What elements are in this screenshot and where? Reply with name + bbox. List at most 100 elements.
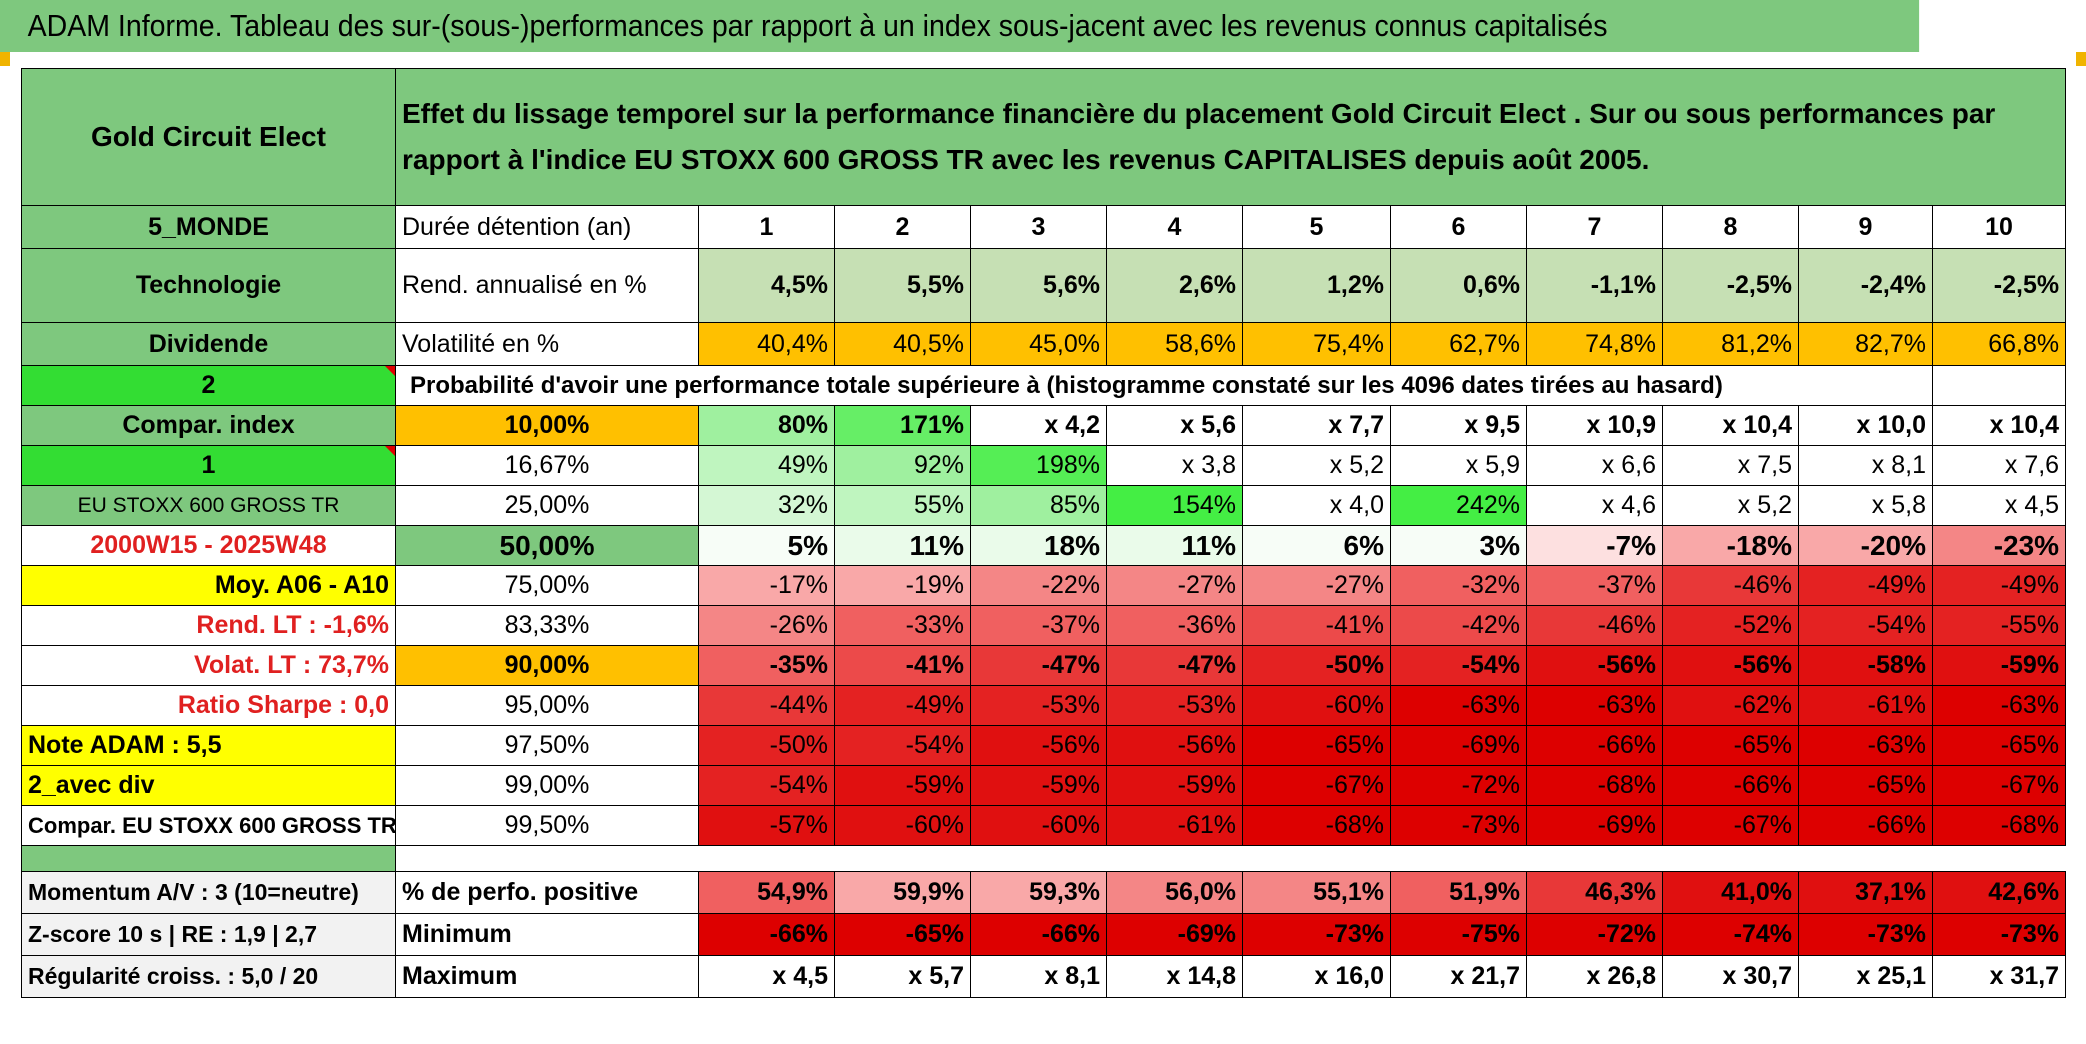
stats-cell: -69%: [1106, 913, 1243, 956]
percentile-label: 90,00%: [395, 645, 699, 686]
stats-cell: -73%: [1242, 913, 1391, 956]
volatility-label: Volatilité en %: [395, 322, 699, 366]
percentile-label: 99,00%: [395, 765, 699, 806]
left-label-one[interactable]: 1: [21, 445, 396, 486]
duration-label: Durée détention (an): [395, 205, 699, 249]
stats-cell: x 30,7: [1662, 955, 1799, 998]
percentile-cell: -68%: [1242, 805, 1391, 846]
percentile-cell: -55%: [1931, 605, 2067, 646]
left-label-index-name: EU STOXX 600 GROSS TR: [21, 485, 396, 526]
header-description: Effet du lissage temporel sur la perform…: [394, 68, 2067, 206]
percentile-cell: -56%: [1526, 645, 1663, 686]
volatility-cell: 40,4%: [698, 322, 835, 366]
percentile-cell: -66%: [1662, 765, 1799, 806]
percentile-cell: -18%: [1662, 525, 1799, 566]
percentile-cell: x 9,5: [1390, 405, 1527, 446]
return-label: Rend. annualisé en %: [395, 248, 699, 323]
percentile-cell: -54%: [698, 765, 835, 806]
percentile-cell: -54%: [1390, 645, 1527, 686]
percentile-cell: -53%: [1106, 685, 1243, 726]
percentile-cell: -61%: [1106, 805, 1243, 846]
percentile-label: 75,00%: [395, 565, 699, 606]
stats-cell: 46,3%: [1526, 871, 1663, 914]
year-cell: 5: [1242, 205, 1391, 249]
stats-cell: -65%: [834, 913, 971, 956]
volatility-cell: 62,7%: [1390, 322, 1527, 366]
percentile-row: EU STOXX 600 GROSS TR 25,00% 32% 55% 85% 154%…: [21, 485, 2067, 526]
percentile-cell: x 4,5: [1931, 485, 2067, 526]
year-cell: 6: [1390, 205, 1527, 249]
percentile-cell: -36%: [1106, 605, 1243, 646]
return-cell: 2,6%: [1106, 248, 1243, 323]
percentile-cell: -54%: [834, 725, 971, 766]
percentile-cell: x 7,5: [1662, 445, 1799, 486]
percentile-cell: x 10,0: [1798, 405, 1933, 446]
return-cell: 5,5%: [834, 248, 971, 323]
percentile-cell: x 5,6: [1106, 405, 1243, 446]
empty-cell: [1931, 365, 2067, 406]
percentile-cell: -59%: [834, 765, 971, 806]
percentile-row: Compar. index 10,00% 80% 171% x 4,2 x 5,6 x 7,…: [21, 405, 2067, 446]
year-cell: 9: [1798, 205, 1933, 249]
percentile-cell: -65%: [1798, 765, 1933, 806]
percentile-row: Volat. LT : 73,7% 90,00% -35% -41% -47% -47% -…: [21, 645, 2067, 686]
percentile-cell: -69%: [1526, 805, 1663, 846]
percentile-label: 25,00%: [395, 485, 699, 526]
percentile-cell: -65%: [1242, 725, 1391, 766]
stats-cell: 42,6%: [1931, 871, 2067, 914]
percentile-cell: -61%: [1798, 685, 1933, 726]
stats-left-label: Momentum A/V : 3 (10=neutre): [21, 871, 396, 914]
volatility-cell: 74,8%: [1526, 322, 1663, 366]
percentile-cell: x 7,6: [1931, 445, 2067, 486]
percentile-row: Note ADAM : 5,5 97,50% -50% -54% -56% -56% -65…: [21, 725, 2067, 766]
stats-cell: x 14,8: [1106, 955, 1243, 998]
percentile-cell: -69%: [1390, 725, 1527, 766]
left-label-compar-full: Compar. EU STOXX 600 GROSS TR: [21, 805, 396, 846]
bottom-strip: [0, 1034, 2086, 1044]
percentile-cell: -63%: [1931, 685, 2067, 726]
stats-cell: -72%: [1526, 913, 1663, 956]
percentile-cell: 242%: [1390, 485, 1527, 526]
year-cell: 2: [834, 205, 971, 249]
percentile-row: 2000W15 - 2025W48 50,00% 5% 11% 18% 11% 6% 3% -7…: [21, 525, 2067, 566]
percentile-cell: -27%: [1106, 565, 1243, 606]
percentile-cell: 92%: [834, 445, 971, 486]
percentile-cell: -59%: [1106, 765, 1243, 806]
percentile-cell: x 10,4: [1931, 405, 2067, 446]
percentile-cell: -68%: [1526, 765, 1663, 806]
year-cell: 4: [1106, 205, 1243, 249]
percentile-cell: 11%: [1106, 525, 1243, 566]
percentile-cell: -65%: [1662, 725, 1799, 766]
return-cell: -1,1%: [1526, 248, 1663, 323]
percentile-cell: -63%: [1798, 725, 1933, 766]
selector-two[interactable]: 2: [21, 365, 396, 406]
percentile-cell: -26%: [698, 605, 835, 646]
return-row: Technologie Rend. annualisé en % 4,5% 5,…: [21, 248, 2067, 323]
probability-label: Probabilité d'avoir une performance tota…: [395, 365, 1933, 406]
left-label-moy: Moy. A06 - A10: [21, 565, 396, 606]
stats-row-maximum: Régularité croiss. : 5,0 / 20 Maximum x 4,…: [21, 955, 2067, 998]
percentile-cell: -32%: [1390, 565, 1527, 606]
sector-label: Technologie: [21, 248, 396, 323]
percentile-cell: -35%: [698, 645, 835, 686]
percentile-row: Rend. LT : -1,6% 83,33% -26% -33% -37% -36% -4…: [21, 605, 2067, 646]
stats-row-minimum: Z-score 10 s | RE : 1,9 | 2,7 Minimum -66%…: [21, 913, 2067, 956]
percentile-cell: 6%: [1242, 525, 1391, 566]
percentile-label: 95,00%: [395, 685, 699, 726]
probability-row: 2 Probabilité d'avoir une performance to…: [21, 365, 2067, 406]
percentile-label: 97,50%: [395, 725, 699, 766]
percentile-label: 50,00%: [395, 525, 699, 566]
percentile-cell: -41%: [1242, 605, 1391, 646]
return-cell: -2,5%: [1662, 248, 1799, 323]
percentile-cell: -54%: [1798, 605, 1933, 646]
percentile-cell: -20%: [1798, 525, 1933, 566]
percentile-cell: x 4,0: [1242, 485, 1391, 526]
percentile-cell: x 6,6: [1526, 445, 1663, 486]
stats-cell: -66%: [698, 913, 835, 956]
percentile-cell: -60%: [834, 805, 971, 846]
left-label-avec-div: 2_avec div: [21, 765, 396, 806]
corner-marker: [0, 52, 10, 66]
year-cell: 3: [970, 205, 1107, 249]
percentile-cell: 171%: [834, 405, 971, 446]
stats-cell: x 25,1: [1798, 955, 1933, 998]
